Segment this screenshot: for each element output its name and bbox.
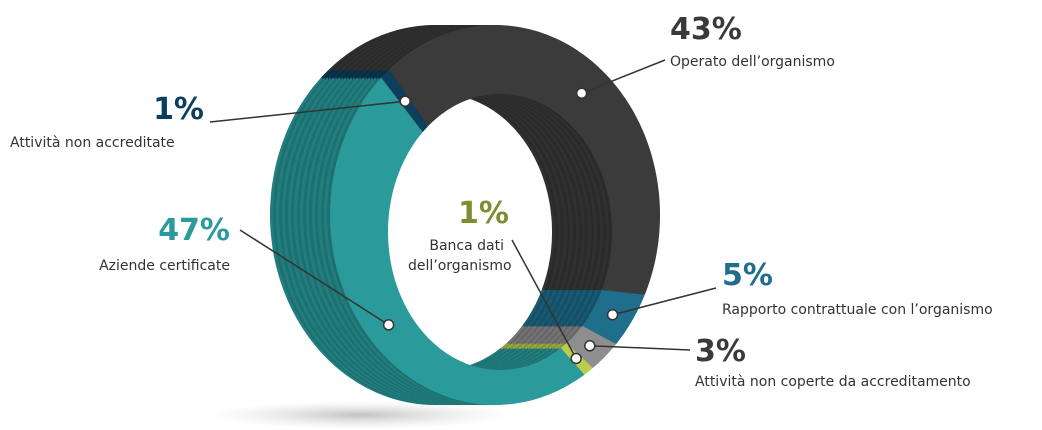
leader-dot bbox=[584, 340, 596, 352]
leader-line bbox=[209, 100, 406, 123]
value-label: 1% bbox=[153, 92, 204, 127]
leader-dot bbox=[570, 352, 582, 365]
legend-label: Banca dati dell’organismo bbox=[408, 238, 512, 274]
leader-dot bbox=[399, 95, 411, 107]
value-label: 5% bbox=[722, 258, 773, 293]
leader-line bbox=[239, 229, 390, 326]
leader-line bbox=[581, 59, 666, 94]
value-label: 3% bbox=[695, 334, 746, 369]
value-label: 47% bbox=[158, 213, 230, 248]
value-label: 43% bbox=[670, 12, 742, 47]
leader-line bbox=[612, 287, 717, 316]
slice bbox=[388, 25, 660, 295]
leader-dot bbox=[606, 308, 619, 321]
leader-dot bbox=[382, 319, 395, 331]
value-label: 1% bbox=[458, 196, 509, 231]
legend-label: Rapporto contrattuale con l’organismo bbox=[722, 302, 993, 318]
leader-dot bbox=[575, 87, 588, 99]
shadow bbox=[210, 401, 510, 429]
legend-label: Attività non accreditate bbox=[10, 135, 175, 151]
legend-label: Aziende certificate bbox=[99, 258, 230, 274]
legend-label: Operato dell’organismo bbox=[670, 54, 835, 70]
leader-line bbox=[511, 239, 577, 359]
legend-label: Attività non coperte da accreditamento bbox=[695, 374, 971, 390]
leader-line bbox=[589, 345, 691, 351]
